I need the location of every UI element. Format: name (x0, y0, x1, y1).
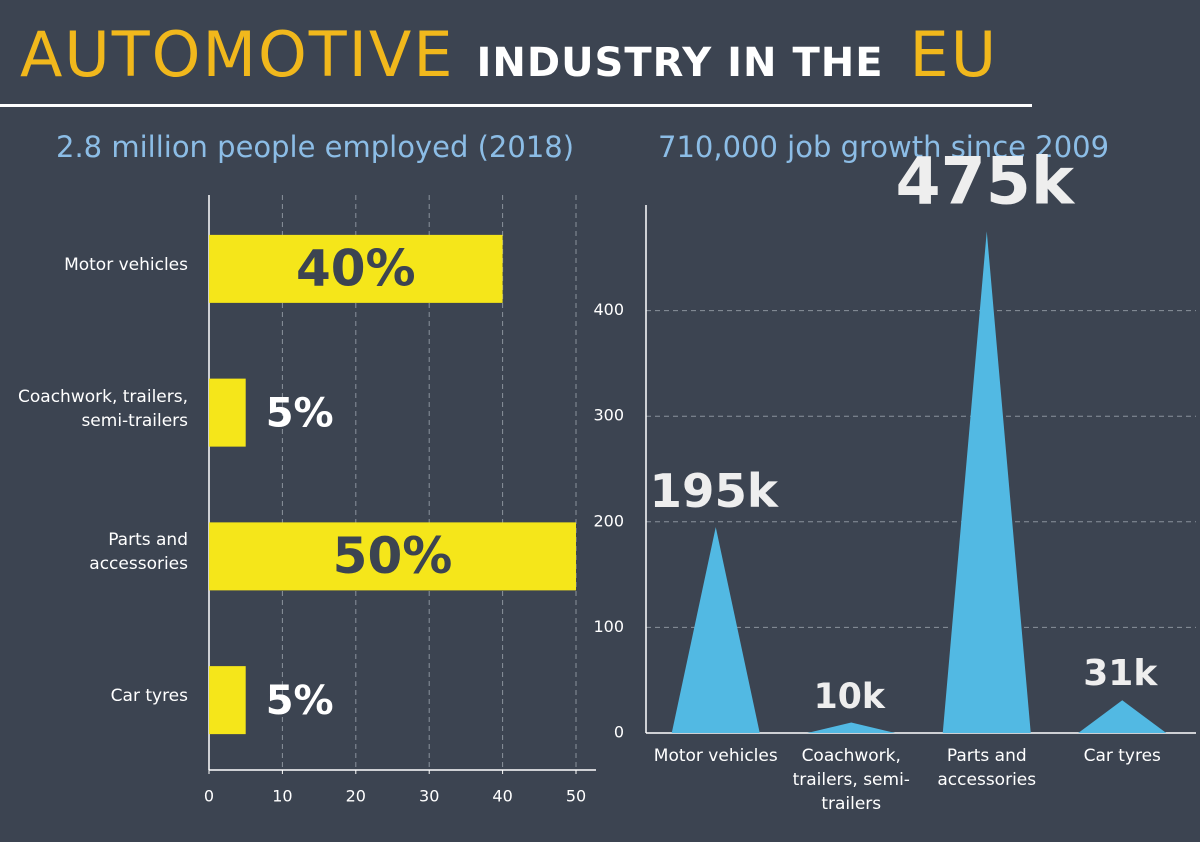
triangle-bar (1078, 700, 1167, 733)
title-part: INDUSTRY IN THE (476, 40, 884, 86)
x-tick-label: 40 (492, 787, 512, 806)
category-label: Motor vehicles (653, 746, 778, 766)
value-label: 50% (333, 527, 453, 585)
category-label: Car tyres (110, 686, 188, 707)
value-label: 40% (296, 239, 416, 297)
triangle-bar (671, 527, 760, 733)
triangle-bar (807, 722, 896, 733)
bar (209, 234, 503, 303)
y-tick-label: 400 (593, 300, 624, 319)
value-label: 5% (266, 678, 334, 724)
x-tick-label: 0 (204, 787, 214, 806)
category-label: Parts and accessories (89, 530, 188, 575)
triangle-bar (942, 231, 1031, 733)
y-tick-label: 300 (593, 406, 624, 425)
value-label: 5% (266, 391, 334, 437)
value-label: 31k (1083, 653, 1158, 694)
value-label: 475k (895, 145, 1075, 220)
category-label: Coachwork, trailers, semi-trailers (792, 746, 910, 814)
y-tick-label: 0 (614, 723, 624, 742)
title-rule (0, 104, 1032, 107)
title-part: EU (909, 18, 999, 91)
value-label: 195k (650, 465, 779, 519)
title-part: AUTOMOTIVE (20, 18, 455, 91)
bar (209, 378, 246, 447)
x-tick-label: 50 (566, 787, 586, 806)
category-label: Motor vehicles (64, 254, 188, 275)
category-label: Parts and accessories (937, 746, 1037, 790)
x-tick-label: 20 (346, 787, 366, 806)
x-tick-label: 10 (272, 787, 292, 806)
category-label: Coachwork, trailers, semi-trailers (18, 386, 188, 431)
chart-title: 2.8 million people employed (2018) (56, 130, 575, 164)
x-tick-label: 30 (419, 787, 439, 806)
title: AUTOMOTIVE INDUSTRY IN THE EU (20, 18, 998, 91)
bar (209, 522, 576, 591)
category-label: Car tyres (1083, 746, 1161, 766)
y-tick-label: 100 (593, 617, 624, 636)
value-label: 10k (814, 677, 886, 717)
chart-title: 710,000 job growth since 2009 (658, 130, 1110, 164)
bar (209, 666, 246, 735)
y-tick-label: 200 (593, 511, 624, 530)
